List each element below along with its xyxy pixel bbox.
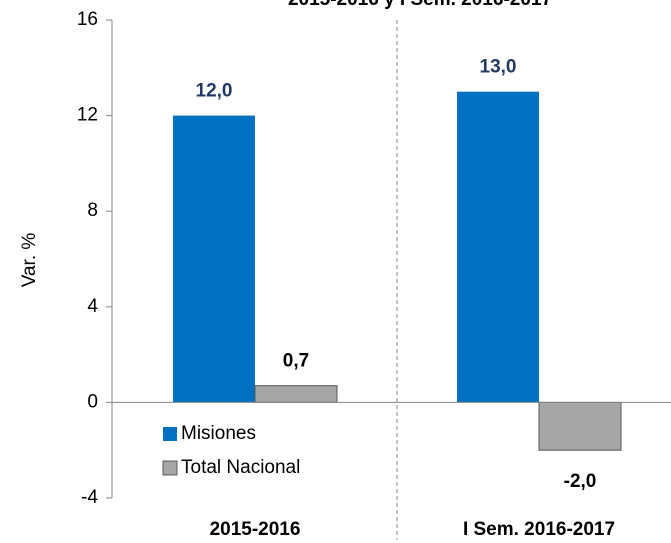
y-tick-label: -4: [81, 487, 98, 508]
y-tick-label: 8: [87, 200, 98, 221]
y-tick-label: 16: [77, 9, 98, 30]
x-tick-label: I Sem. 2016-2017: [463, 519, 615, 540]
legend-swatch: [163, 427, 177, 441]
data-label: -2,0: [564, 471, 597, 492]
bar: [457, 91, 539, 403]
legend-label: Misiones: [181, 423, 256, 444]
y-axis-label: Var. %: [19, 233, 40, 288]
legend-swatch: [162, 460, 178, 476]
x-tick-label: 2015-2016: [210, 519, 301, 540]
y-tick-label: 0: [87, 391, 98, 412]
y-tick-label: 12: [77, 105, 98, 126]
bar: [538, 401, 622, 451]
data-label: 13,0: [480, 57, 517, 78]
y-tick-label: 4: [87, 296, 98, 317]
data-label: 12,0: [196, 81, 233, 102]
data-label: 0,7: [283, 351, 309, 372]
bar: [173, 115, 255, 403]
chart-title: 2015-2016 y I Sem. 2016-2017: [288, 0, 552, 10]
bar: [254, 385, 338, 403]
legend-label: Total Nacional: [181, 457, 300, 478]
